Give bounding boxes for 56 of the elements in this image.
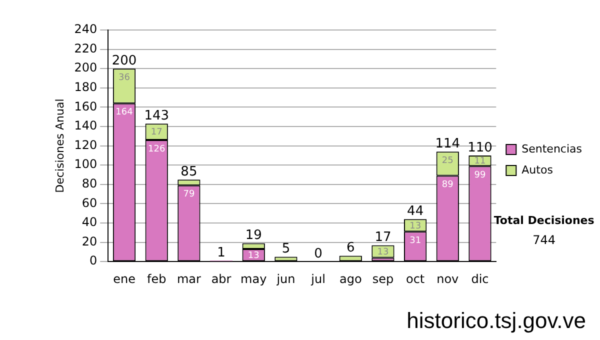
- y-tick-label: 0: [89, 254, 98, 268]
- y-tick-label: 100: [74, 157, 98, 172]
- y-tick-label: 240: [74, 22, 98, 36]
- total-label: 19: [245, 228, 262, 244]
- total-label: 0: [314, 246, 322, 262]
- total-label: 5: [282, 242, 290, 257]
- y-tick-label: 200: [74, 60, 98, 75]
- x-tick-label: feb: [146, 272, 166, 286]
- x-tick-label: jul: [310, 272, 326, 286]
- total-label: 17: [374, 230, 392, 246]
- x-tick-label: sep: [372, 272, 394, 286]
- total-label: 6: [346, 240, 355, 256]
- text: 744: [532, 233, 556, 248]
- total-label: 85: [180, 164, 198, 180]
- x-tick-label: nov: [436, 272, 459, 286]
- total-label: 1: [217, 246, 226, 261]
- y-tick-label: 140: [74, 118, 98, 133]
- x-tick-label: jun: [276, 272, 296, 286]
- x-tick-label: ago: [339, 272, 362, 286]
- data-label: 164: [116, 108, 134, 118]
- y-tick-label: 220: [74, 41, 98, 56]
- total-label: 143: [144, 108, 170, 124]
- legend-label: Sentencias: [522, 142, 582, 156]
- x-tick-label: may: [240, 272, 267, 286]
- y-tick-label: 40: [82, 215, 98, 230]
- data-label: 11: [474, 156, 486, 167]
- text: historico.tsj.gov.ve: [406, 308, 586, 333]
- x-tick-label: oct: [406, 272, 425, 286]
- y-tick-label: 80: [82, 176, 98, 191]
- total-label: 200: [112, 53, 137, 68]
- data-label: 99: [474, 170, 486, 180]
- data-label: 13: [248, 250, 260, 261]
- legend-label: Autos: [522, 163, 554, 176]
- x-tick-label: mar: [176, 272, 201, 286]
- data-label: 31: [410, 236, 422, 246]
- x-tick-label: dic: [471, 272, 489, 286]
- data-label: 13: [377, 247, 389, 258]
- data-label: 17: [150, 128, 162, 138]
- y-tick-label: 180: [74, 80, 98, 94]
- annotation: Total Decisiones: [494, 214, 595, 227]
- y-tick-label: 60: [82, 196, 98, 210]
- y-tick-label: 120: [74, 138, 98, 152]
- data-label: 36: [118, 72, 130, 83]
- total-label: 114: [435, 136, 460, 152]
- x-tick-label: ene: [113, 272, 136, 286]
- x-tick-label: abr: [211, 272, 232, 286]
- total-label: 110: [468, 140, 492, 156]
- data-label: 126: [148, 144, 166, 154]
- data-label: 25: [442, 156, 454, 166]
- y-tick-label: 20: [82, 234, 98, 248]
- data-label: 89: [442, 180, 454, 190]
- y-tick-label: 160: [74, 99, 98, 114]
- total-label: 44: [407, 204, 424, 220]
- y-axis-title: Decisiones Anual: [53, 98, 66, 193]
- data-label: 13: [410, 221, 422, 232]
- data-label: 79: [183, 190, 195, 200]
